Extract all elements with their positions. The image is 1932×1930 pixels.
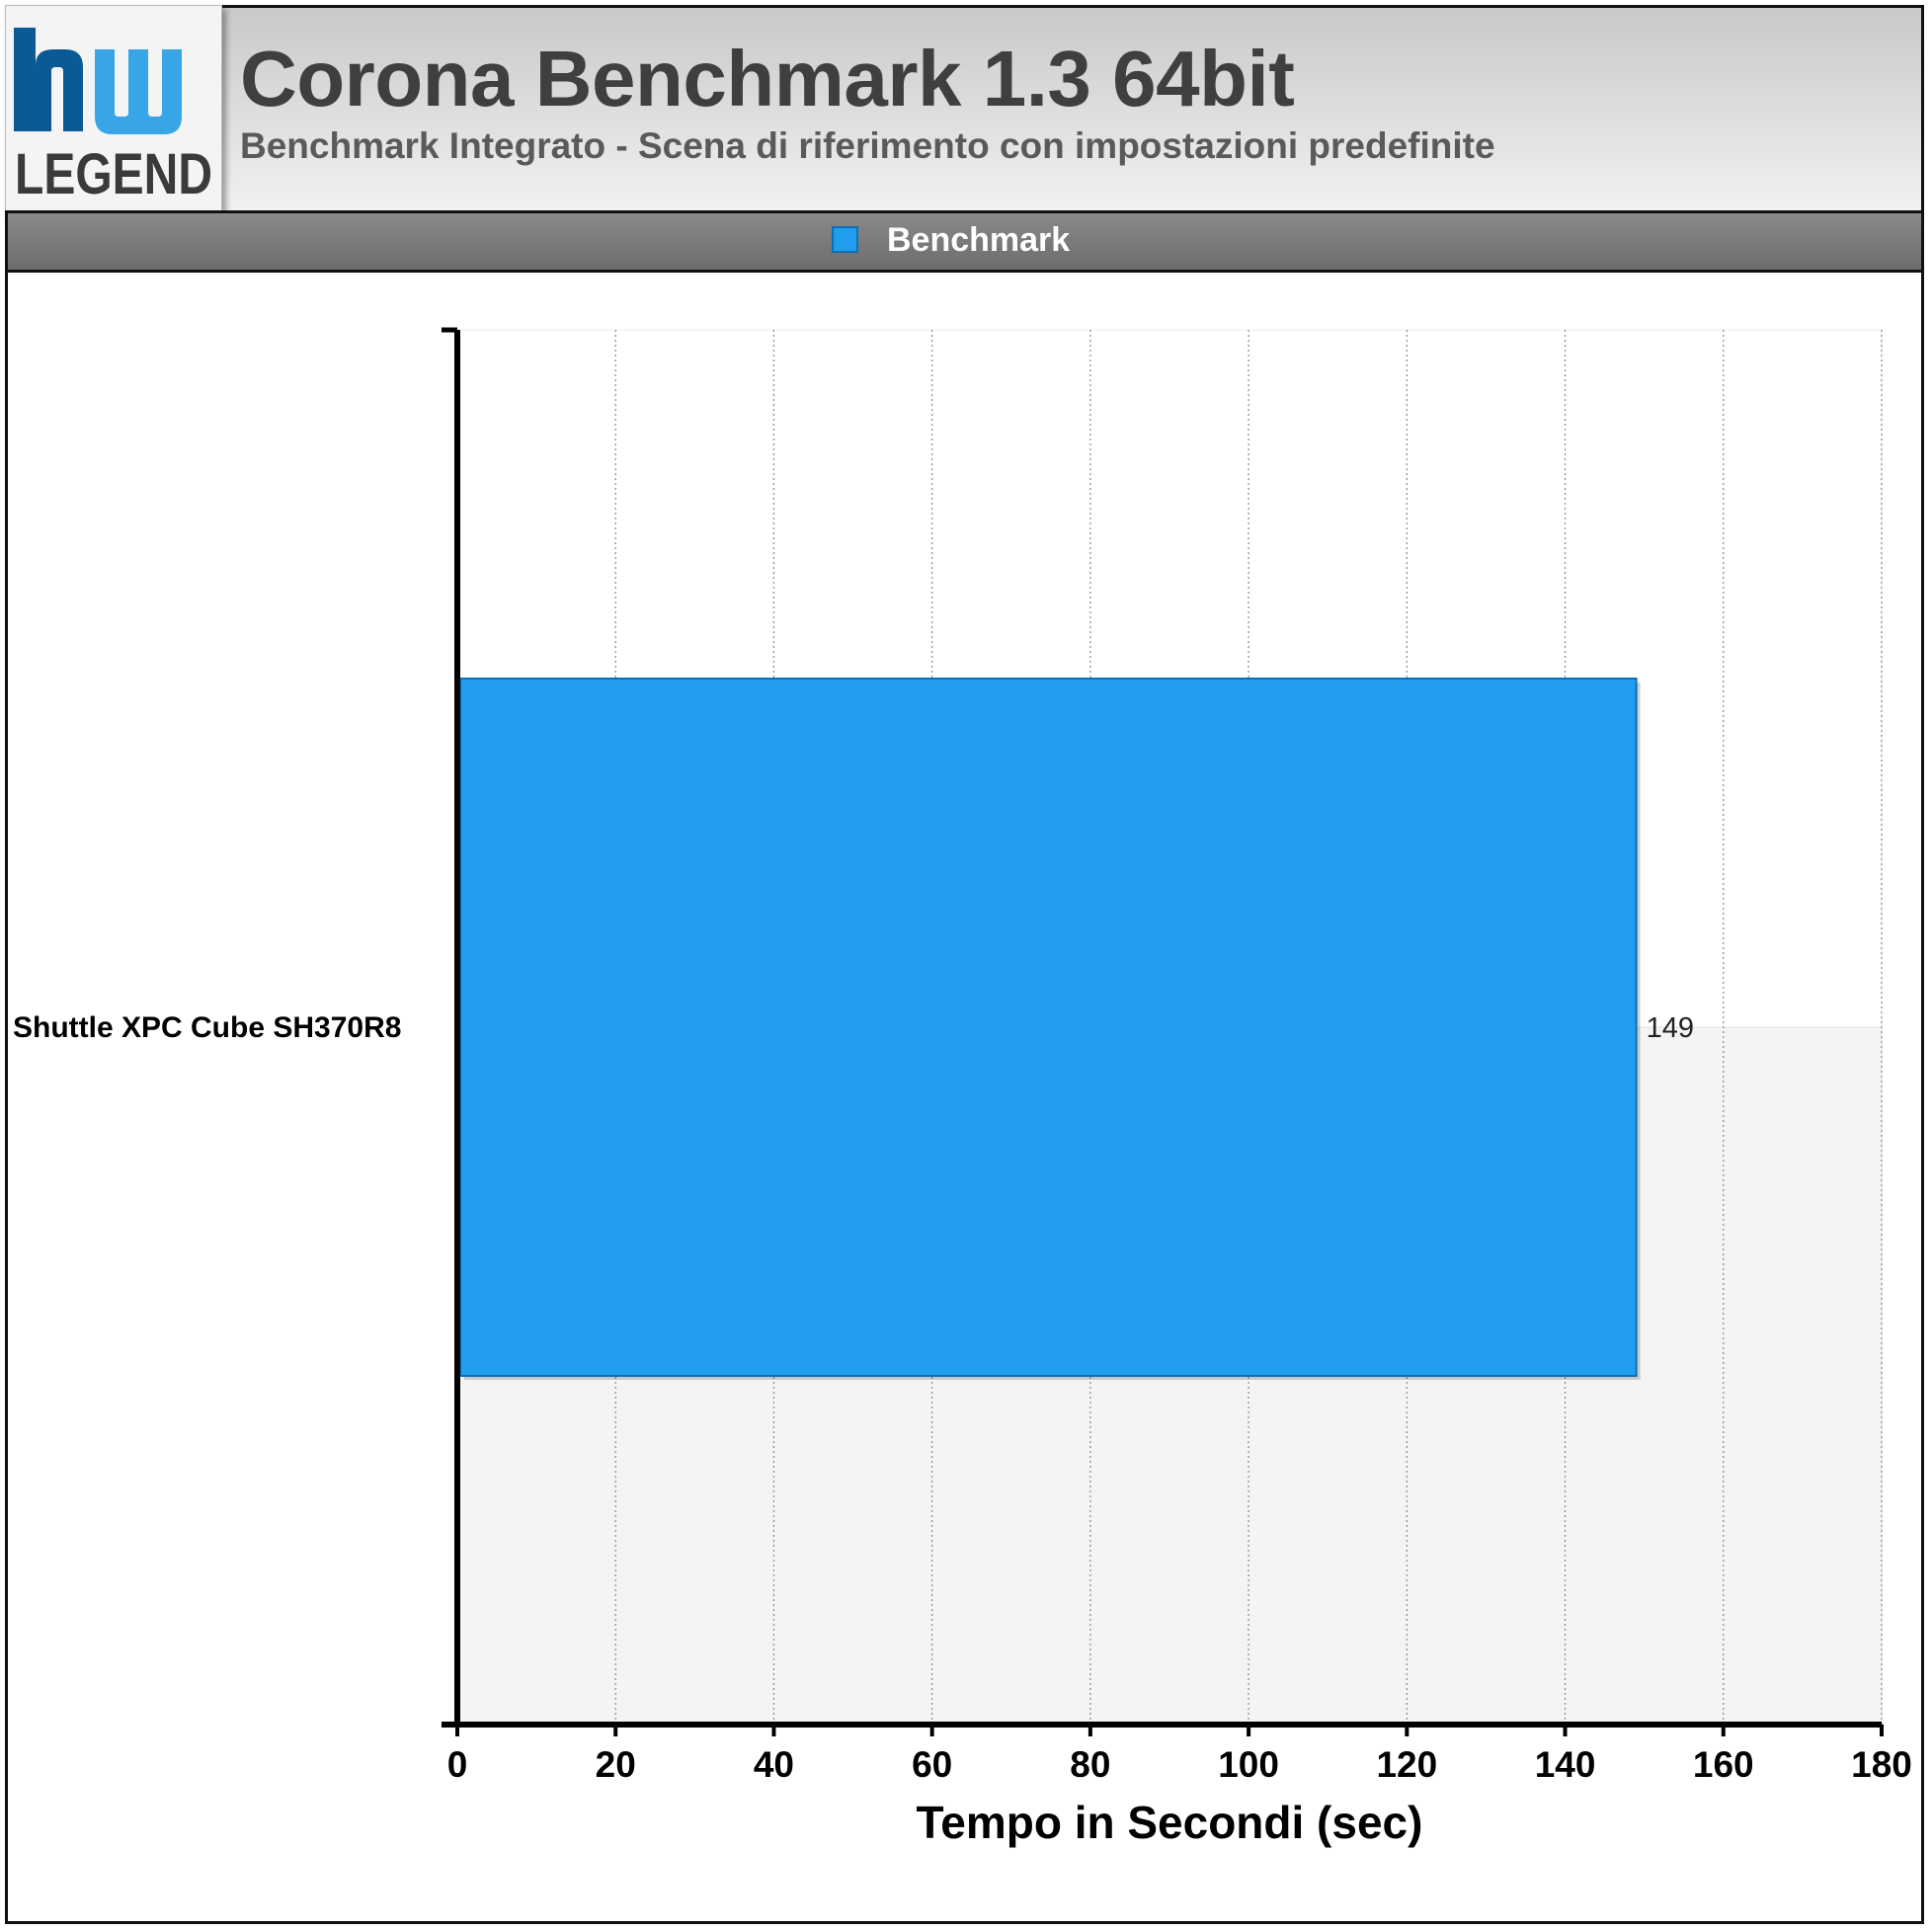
legend-swatch — [832, 226, 858, 253]
legend-bar — [5, 210, 1924, 273]
axes — [442, 327, 1884, 1736]
data-label: 149 — [1647, 1012, 1694, 1044]
chart-subtitle: Benchmark Integrato - Scena di riferimen… — [240, 125, 1495, 166]
category-label: Shuttle XPC Cube SH370R8 — [13, 1011, 401, 1044]
bar — [459, 678, 1638, 1377]
x-tick-label: 40 — [754, 1744, 794, 1785]
bars — [459, 678, 1641, 1380]
hwlegend-logo: LEGEND — [5, 5, 222, 220]
chart-header — [5, 5, 1924, 210]
x-tick-label: 120 — [1376, 1744, 1437, 1785]
x-tick-label: 20 — [596, 1744, 636, 1785]
logo-stroke — [14, 28, 36, 131]
legend-label: Benchmark — [887, 221, 1071, 259]
x-tick-label: 180 — [1851, 1744, 1912, 1785]
logo-stroke — [36, 49, 83, 131]
x-tick-label: 100 — [1218, 1744, 1279, 1785]
x-tick-label: 60 — [912, 1744, 952, 1785]
x-tick-label: 80 — [1070, 1744, 1110, 1785]
logo-stroke — [95, 49, 182, 134]
x-tick-label: 0 — [447, 1744, 468, 1785]
x-tick-label: 140 — [1535, 1744, 1596, 1785]
logo-text: LEGEND — [15, 142, 212, 206]
x-tick-labels: 0 20 40 60 80 100 120 140 160 180 — [447, 1744, 1912, 1785]
x-axis-title: Tempo in Secondi (sec) — [917, 1797, 1423, 1848]
data-labels: 149 — [1647, 1012, 1694, 1044]
chart-title: Corona Benchmark 1.3 64bit — [240, 35, 1295, 122]
logo-mark-icon: LEGEND — [14, 28, 212, 206]
x-tick-label: 160 — [1693, 1744, 1754, 1785]
category-labels: Shuttle XPC Cube SH370R8 — [13, 1011, 401, 1044]
